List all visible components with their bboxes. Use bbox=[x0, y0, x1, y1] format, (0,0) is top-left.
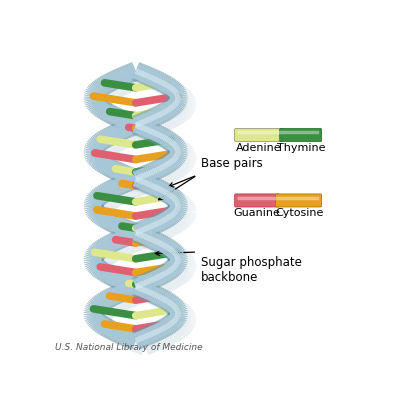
Text: U.S. National Library of Medicine: U.S. National Library of Medicine bbox=[55, 343, 202, 352]
Text: Base pairs: Base pairs bbox=[201, 157, 263, 170]
FancyBboxPatch shape bbox=[276, 194, 322, 207]
Text: Guanine: Guanine bbox=[234, 208, 280, 218]
Text: Sugar phosphate
backbone: Sugar phosphate backbone bbox=[201, 256, 302, 284]
Text: Thymine: Thymine bbox=[277, 143, 326, 153]
FancyBboxPatch shape bbox=[235, 194, 279, 207]
Text: Adenine: Adenine bbox=[236, 143, 282, 153]
FancyBboxPatch shape bbox=[235, 128, 284, 142]
FancyBboxPatch shape bbox=[280, 128, 322, 142]
Text: Cytosine: Cytosine bbox=[275, 208, 324, 218]
